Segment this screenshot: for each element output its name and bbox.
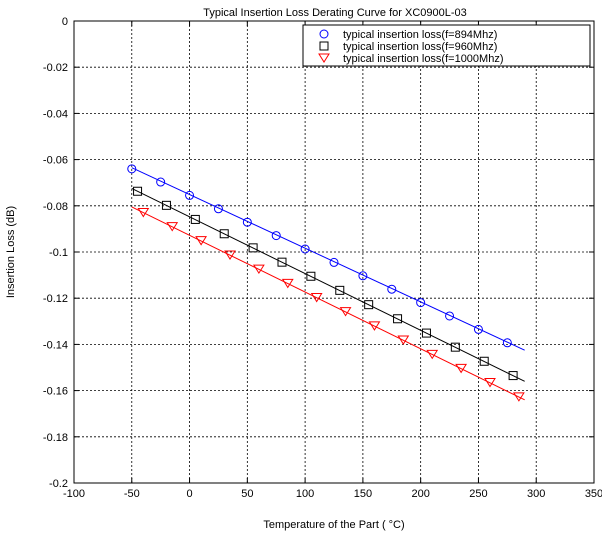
x-tick-label: 300 — [527, 488, 545, 500]
data-point — [416, 298, 426, 308]
legend-marker-triangle — [318, 53, 330, 63]
data-point — [190, 214, 200, 224]
data-point — [224, 250, 236, 260]
y-tick-label: -0.08 — [43, 201, 68, 213]
data-point — [248, 243, 258, 253]
y-tick-label: -0.16 — [43, 386, 68, 398]
data-point — [455, 363, 468, 374]
data-point — [426, 349, 439, 360]
y-tick-label: -0.12 — [43, 293, 68, 305]
x-tick-label: 200 — [411, 488, 429, 500]
y-tick-label: -0.04 — [43, 108, 68, 120]
legend-marker-square — [319, 41, 329, 51]
x-tick-label: 0 — [186, 488, 192, 500]
y-tick-label: -0.18 — [43, 432, 68, 444]
data-point — [397, 335, 410, 345]
series-square — [131, 186, 525, 382]
data-point — [252, 264, 265, 275]
legend-marker — [319, 29, 329, 39]
data-point — [502, 338, 512, 348]
data-point — [195, 236, 208, 246]
legend: typical insertion loss(f=894Mhz) typical… — [302, 24, 591, 67]
series-triangle-down — [131, 206, 525, 402]
trend-line — [131, 167, 525, 351]
data-point — [368, 321, 381, 331]
data-point — [219, 229, 229, 239]
x-tick-label: -50 — [124, 488, 140, 500]
data-point — [156, 177, 166, 187]
x-tick-label: 250 — [469, 488, 487, 500]
legend-item: typical insertion loss(f=1000Mhz) — [318, 53, 504, 65]
legend-marker-circle — [319, 29, 329, 39]
y-tick-label: -0.02 — [43, 62, 68, 74]
data-point — [393, 314, 403, 324]
data-point — [508, 371, 518, 381]
data-point — [185, 190, 195, 200]
legend-marker — [318, 53, 330, 63]
trend-line — [131, 188, 525, 382]
x-axis-label: Temperature of the Part ( °C) — [263, 519, 404, 531]
y-tick-label: -0.06 — [43, 155, 68, 167]
data-point — [484, 378, 496, 388]
y-tick-label: -0.2 — [49, 478, 68, 490]
legend-label: typical insertion loss(f=894Mhz) — [343, 29, 497, 41]
trend-line — [131, 206, 525, 401]
chart-title: Typical Insertion Loss Derating Curve fo… — [203, 7, 467, 19]
data-point — [306, 271, 316, 281]
data-point — [512, 392, 525, 402]
x-tick-label: 50 — [241, 488, 253, 500]
data-point — [329, 257, 339, 267]
y-axis-label: Insertion Loss (dB) — [5, 206, 17, 298]
data-point — [364, 300, 374, 310]
legend-item: typical insertion loss(f=894Mhz) — [319, 29, 497, 41]
data-point — [133, 186, 143, 196]
x-tick-label: 100 — [296, 488, 314, 500]
data-point — [161, 200, 171, 210]
y-tick-label: -0.1 — [49, 247, 68, 259]
x-tick-label: -100 — [63, 488, 85, 500]
data-point — [166, 222, 179, 232]
series-layer — [127, 164, 525, 402]
data-point — [479, 356, 489, 366]
data-point — [300, 244, 310, 254]
data-point — [310, 293, 323, 303]
series-circle — [127, 164, 525, 351]
data-point — [339, 307, 352, 317]
data-point — [271, 231, 281, 241]
data-point — [127, 164, 137, 174]
data-point — [387, 284, 397, 294]
legend-marker — [319, 41, 329, 51]
legend-item: typical insertion loss(f=960Mhz) — [319, 41, 497, 53]
legend-label: typical insertion loss(f=960Mhz) — [343, 41, 497, 53]
data-point — [445, 311, 455, 321]
data-point — [358, 271, 368, 281]
data-point — [335, 285, 345, 295]
y-tick-label: -0.14 — [43, 339, 68, 351]
data-point — [473, 324, 483, 334]
data-point — [213, 204, 223, 214]
data-point — [421, 328, 431, 338]
data-point — [137, 207, 150, 218]
data-point — [277, 257, 287, 267]
legend-label: typical insertion loss(f=1000Mhz) — [343, 53, 504, 65]
y-tick-label: 0 — [62, 16, 68, 28]
x-tick-label: 150 — [354, 488, 372, 500]
ticks: -100 -50 0 50 100 150 200 250 300 350 0 -0.02 -0.04 -… — [43, 16, 602, 500]
data-point — [450, 342, 460, 352]
grid — [74, 21, 594, 483]
data-point — [281, 278, 294, 289]
x-tick-label: 350 — [585, 488, 602, 500]
legend-box — [302, 24, 591, 67]
data-point — [242, 217, 252, 227]
